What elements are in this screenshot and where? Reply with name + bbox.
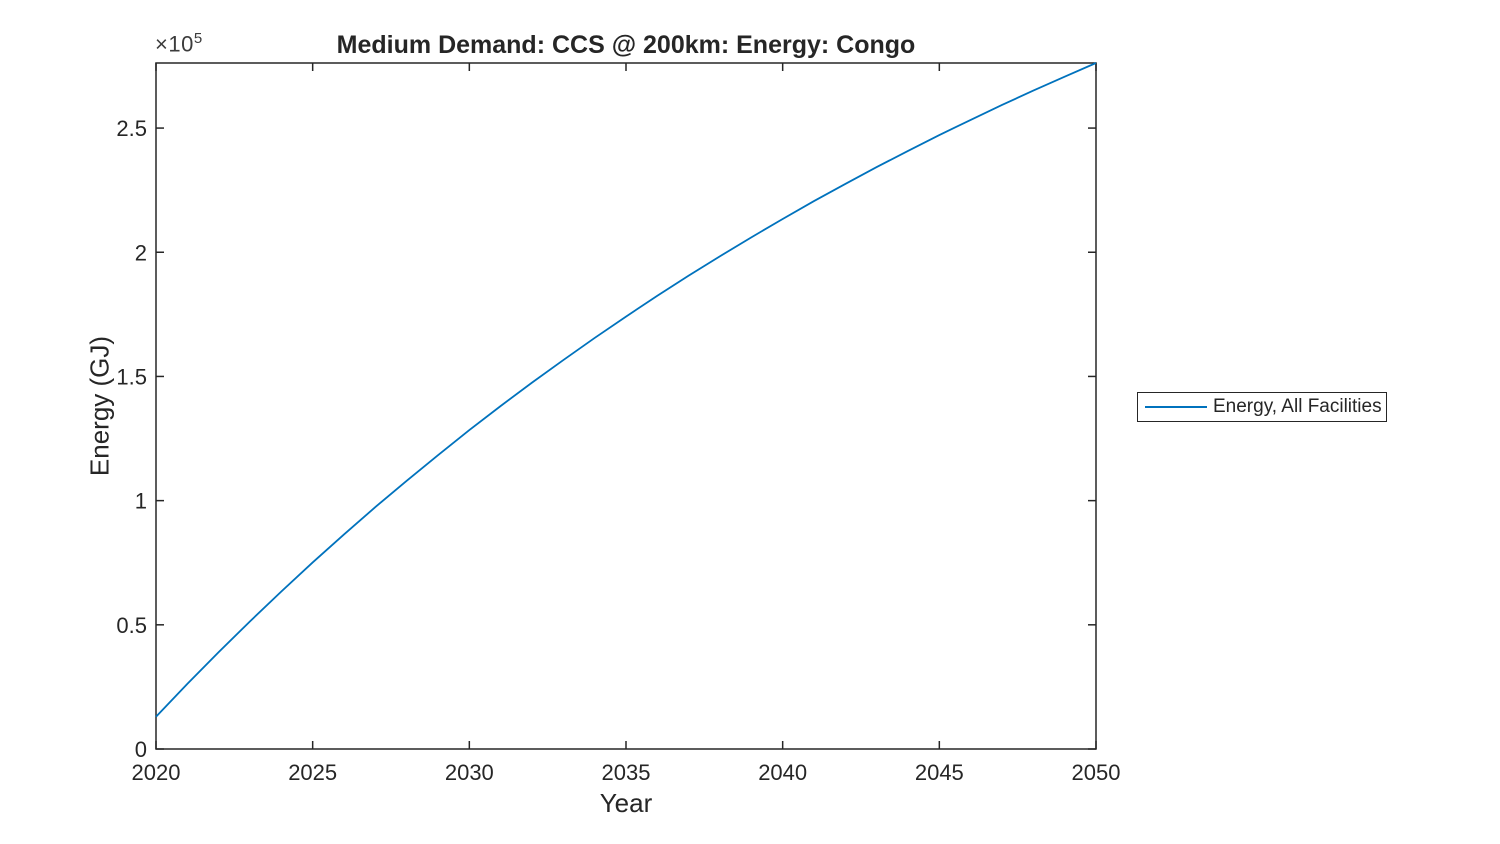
legend-entry-label: Energy, All Facilities [1213,396,1382,417]
x-tick-label: 2040 [758,760,807,785]
y-tick-label: 2.5 [116,116,147,141]
y-axis-exponent-power: 5 [193,30,203,47]
legend-line-sample-icon [1145,406,1207,408]
x-axis-label: Year [599,788,653,818]
axes-box [155,62,1097,750]
x-tick-label: 2025 [288,760,337,785]
y-tick-label: 0.5 [116,613,147,638]
y-axis-exponent-base: ×10 [155,31,194,57]
y-axis-exponent-label: ×105 [155,30,203,57]
data-line-energy-all-facilities [155,62,1097,718]
x-tick-label: 2050 [1072,760,1121,785]
legend: Energy, All Facilities [1137,392,1387,422]
x-tick-label: 2020 [132,760,181,785]
chart-title: Medium Demand: CCS @ 200km: Energy: Cong… [336,31,916,59]
y-tick-label: 2 [135,240,147,265]
y-tick-label: 0 [135,737,147,762]
x-tick-label: 2045 [915,760,964,785]
x-tick-label: 2035 [602,760,651,785]
y-tick-label: 1.5 [116,364,147,389]
x-tick-label: 2030 [445,760,494,785]
y-tick-label: 1 [135,489,147,514]
